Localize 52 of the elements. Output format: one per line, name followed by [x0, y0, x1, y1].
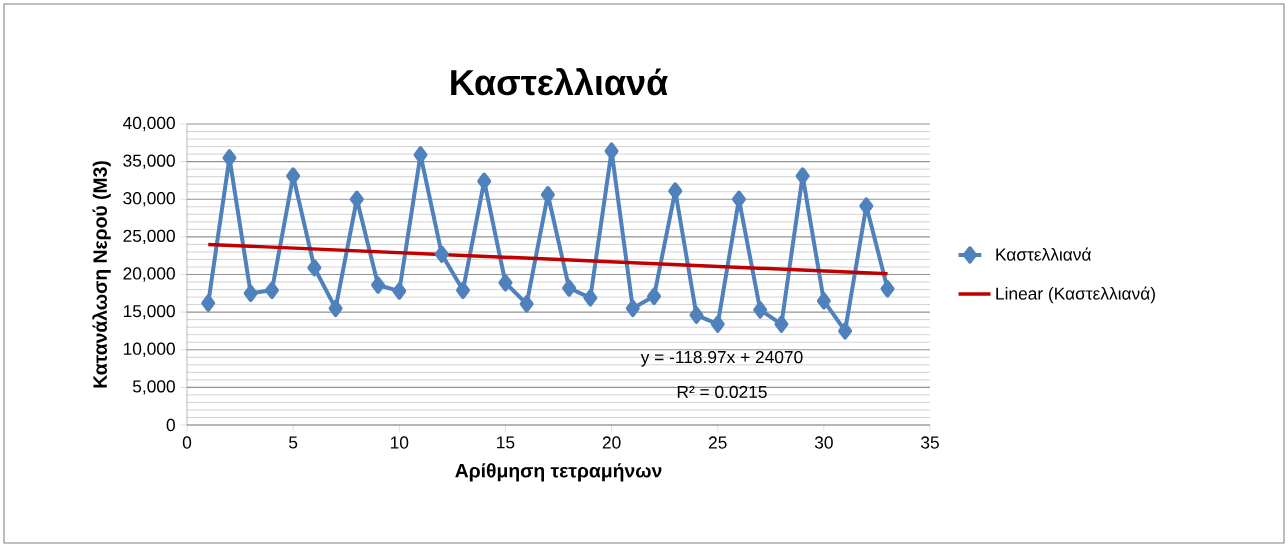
- y-tick-label: 5,000: [132, 380, 175, 395]
- y-tick-label: 0: [166, 418, 175, 432]
- point: [689, 306, 704, 324]
- y-axis-title: Κατανάλωση Νερού (Μ3): [92, 161, 111, 388]
- annotation: R² = 0.0215: [677, 385, 767, 399]
- point: [307, 259, 322, 277]
- point: [562, 279, 577, 297]
- x-tick-label: 10: [390, 436, 409, 449]
- x-tick-label: 30: [814, 436, 833, 449]
- x-tick-label: 0: [182, 436, 192, 449]
- x-tick-label: 20: [602, 436, 621, 449]
- point: [349, 190, 364, 208]
- point: [795, 167, 810, 185]
- point: [455, 281, 470, 299]
- y-tick-label: 40,000: [123, 116, 175, 132]
- legend-label: Καστελλιανά: [996, 247, 1091, 261]
- x-tick-label: 35: [921, 436, 939, 449]
- point: [201, 294, 216, 312]
- x-axis-title: Αρίθμηση τετραμήνων: [455, 463, 662, 482]
- point: [604, 142, 619, 160]
- point: [625, 299, 640, 318]
- point: [753, 301, 768, 319]
- point: [519, 295, 534, 313]
- y-tick-label: 15,000: [123, 304, 175, 320]
- y-tick-label: 10,000: [123, 342, 175, 357]
- y-tick-label: 35,000: [123, 154, 175, 169]
- point: [498, 274, 513, 292]
- point: [647, 287, 662, 305]
- point: [264, 281, 279, 299]
- point: [434, 245, 449, 263]
- point: [371, 276, 386, 294]
- point: [328, 299, 343, 318]
- point: [583, 289, 598, 307]
- point: [477, 172, 492, 190]
- x-tick-label: 5: [289, 436, 298, 449]
- chart-title: Καστελλιανά: [451, 67, 668, 96]
- y-tick-label: 30,000: [123, 192, 175, 207]
- x-tick-label: 25: [708, 436, 727, 449]
- point: [774, 315, 789, 333]
- legend-label: Linear (Καστελλιανά): [996, 286, 1155, 304]
- point: [816, 292, 831, 310]
- point: [222, 149, 237, 167]
- annotation: y = -118.97x + 24070: [640, 350, 803, 367]
- point: [838, 322, 853, 340]
- y-tick-label: 20,000: [123, 267, 175, 282]
- point: [859, 197, 874, 215]
- point: [243, 284, 258, 302]
- point: [880, 280, 895, 298]
- point: [392, 282, 407, 300]
- x-tick-label: 15: [497, 436, 515, 449]
- point: [710, 315, 725, 333]
- y-tick-label: 25,000: [123, 229, 175, 245]
